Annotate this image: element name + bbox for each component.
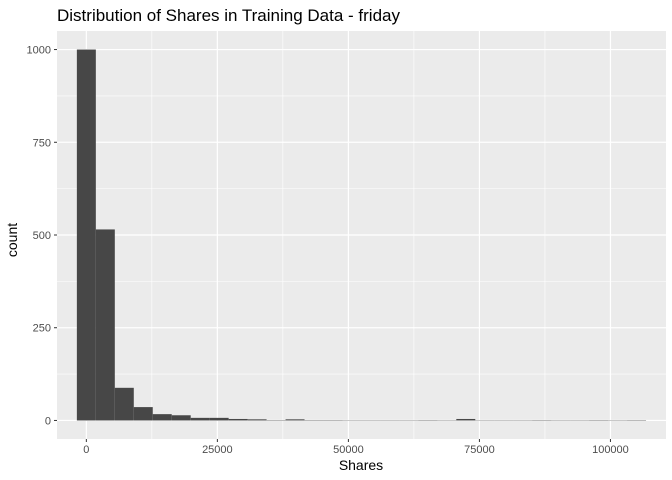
- y-tick-label: 500: [33, 230, 51, 242]
- x-tick-label: 75000: [464, 444, 495, 456]
- histogram-bar: [171, 415, 191, 421]
- x-tick-label: 25000: [202, 444, 233, 456]
- histogram-bars: [76, 49, 647, 421]
- x-tick-label: 0: [83, 444, 89, 456]
- histogram-bar: [228, 418, 248, 421]
- y-axis-title: count: [4, 223, 20, 257]
- chart-title: Distribution of Shares in Training Data …: [57, 6, 400, 25]
- histogram-bar: [209, 417, 229, 421]
- y-tick-label: 250: [33, 323, 51, 335]
- histogram-bar: [114, 387, 134, 421]
- y-tick-label: 1000: [27, 45, 51, 57]
- histogram-bar: [133, 407, 153, 421]
- x-axis-title: Shares: [339, 457, 383, 473]
- y-axis: 0 250 500 750 1000: [27, 45, 57, 427]
- y-tick-label: 0: [45, 415, 51, 427]
- histogram-bar: [285, 419, 305, 421]
- x-tick-label: 100000: [592, 444, 629, 456]
- histogram-bar: [95, 229, 115, 421]
- histogram-bar: [76, 49, 96, 421]
- x-axis: 0 25000 50000 75000 100000: [83, 439, 629, 456]
- y-tick-label: 750: [33, 137, 51, 149]
- x-tick-label: 50000: [333, 444, 364, 456]
- histogram-bar: [152, 414, 172, 421]
- histogram-bar: [190, 417, 210, 421]
- histogram-bar: [247, 419, 267, 421]
- histogram-bar: [456, 418, 476, 421]
